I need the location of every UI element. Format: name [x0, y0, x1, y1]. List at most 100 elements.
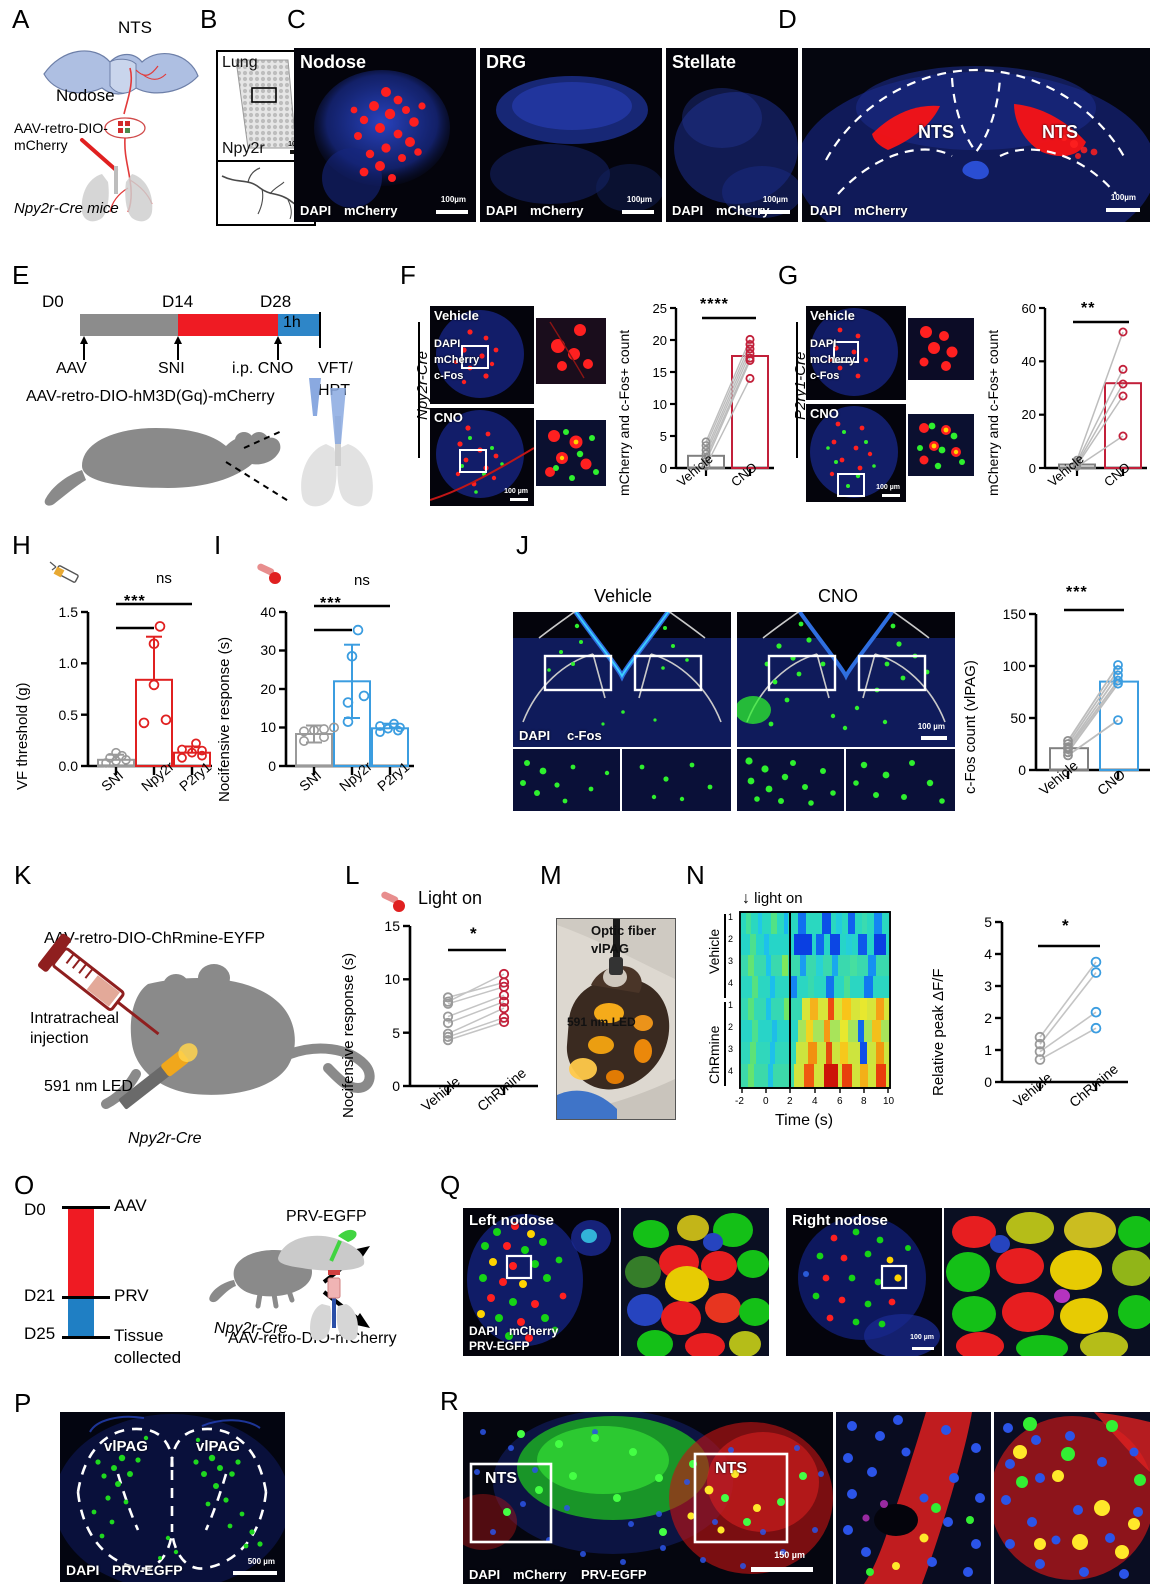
- panelF-chart: mCherry and c-Fos+ count 25 20 15 10 5 0: [616, 296, 776, 516]
- svg-text:0: 0: [984, 1074, 992, 1090]
- panelC-scalebar-text-2: 100µm: [762, 195, 788, 204]
- panelF-legend-dapi: DAPI: [434, 338, 461, 350]
- svg-text:20: 20: [1022, 407, 1036, 422]
- panelR-zoom-left-svg: [836, 1412, 991, 1584]
- panelJ-zoom-cno-left: [737, 749, 844, 811]
- panelE-event-arrows: [80, 336, 282, 360]
- panel-label-L: L: [345, 860, 360, 890]
- panelM-mouse-photo-svg: [557, 919, 675, 1119]
- panelF-image-vehicle: Vehicle DAPI mCherry c-Fos: [430, 306, 534, 404]
- panelG-significance: **: [1081, 300, 1096, 317]
- panel-label-F: F: [400, 260, 416, 290]
- panelJ-legend-cfos: c-Fos: [567, 728, 602, 743]
- panelN-xtick-2: 2: [787, 1096, 793, 1107]
- panelJ-vehicle-svg: [513, 612, 731, 747]
- panelQ-left-zoom-svg: [621, 1208, 769, 1356]
- panelQ-right-nodose-svg: [786, 1208, 942, 1356]
- panelK-mouse-label: Npy2r-Cre: [128, 1130, 202, 1147]
- panelO-vlpag-brain-icon: [272, 1229, 372, 1272]
- panelO-line-D25: [62, 1336, 110, 1339]
- von-frey-filament-icon: [49, 561, 84, 590]
- svg-text:5: 5: [984, 914, 992, 930]
- panel-label-K: K: [14, 860, 32, 890]
- panelR-scalebar: [751, 1567, 813, 1572]
- panel-label-P: P: [14, 1388, 32, 1418]
- panel-label-G: G: [778, 260, 799, 290]
- panelE-segment-1: [178, 314, 278, 336]
- panelN-xtick-8: 8: [861, 1096, 867, 1107]
- svg-text:0.5: 0.5: [59, 707, 79, 723]
- panelG-title-vehicle: Vehicle: [810, 308, 855, 323]
- panelO-segment-prv: [68, 1298, 94, 1338]
- panelN-scatter-svg: 5 4 3 2 1 0: [984, 914, 1128, 1091]
- panelO-tick-D21: D21: [24, 1286, 56, 1305]
- panelC-title-drg: DRG: [486, 52, 526, 72]
- panelC-legend-mcherry-1: mCherry: [530, 203, 584, 218]
- panelG-zoom-cno: [908, 414, 974, 476]
- panelQ-legend-mcherry: mCherry: [509, 1324, 559, 1338]
- panelR-zoom-left: [836, 1412, 991, 1584]
- panelF-zoom-cno: [536, 420, 606, 486]
- panelF-legend-mcherry: mCherry: [434, 354, 480, 366]
- panelQ-scalebar-text: 100 µm: [910, 1334, 934, 1341]
- panelP-image-vlpag: vlPAG vlPAG DAPI PRV-EGFP 500 µm: [60, 1412, 285, 1582]
- panelF-vehicle-zoom-svg: [536, 318, 606, 384]
- panelI-chart: Nocifensive response (s) 40 30 20 10 0: [216, 572, 416, 810]
- panelF-chart-svg: 25 20 15 10 5 0: [653, 301, 774, 476]
- panelE-tick-D28: D28: [260, 292, 292, 311]
- panel-label-A: A: [12, 4, 30, 34]
- panel-label-H: H: [12, 530, 31, 560]
- panelJ-image-cno: 100 µm: [737, 612, 955, 747]
- panelQ-legend-prv: PRV-EGFP: [469, 1339, 530, 1353]
- panelC-legend-dapi-1: DAPI: [486, 203, 518, 218]
- svg-text:4: 4: [984, 946, 992, 962]
- panelP-legend-prv: PRV-EGFP: [112, 1562, 183, 1578]
- panelR-zoom-right-svg: [994, 1412, 1150, 1584]
- panelK-mouse-injection-svg: [38, 933, 375, 1110]
- svg-text:5: 5: [660, 429, 667, 444]
- panelI-chart-svg: 40 30 20 10 0: [260, 604, 414, 775]
- svg-text:0: 0: [1018, 762, 1026, 778]
- panelR-legend-mcherry: mCherry: [513, 1567, 567, 1582]
- panelE-pipette-icon: [306, 378, 324, 416]
- panelQ-right-zoom-svg: [944, 1208, 1150, 1356]
- panelC-scalebar-1: [622, 210, 654, 214]
- panelF-legend-cfos: c-Fos: [434, 370, 464, 382]
- panel-label-C: C: [287, 4, 306, 34]
- panelO-lung-syringe-icon: [300, 1270, 370, 1342]
- stellate-fluorescence-svg: [666, 48, 798, 222]
- svg-text:15: 15: [384, 918, 400, 934]
- panelO-event-aav: AAV: [114, 1196, 147, 1215]
- panelN-row-c1: 1: [728, 1000, 734, 1010]
- panelC-scalebar-2: [760, 210, 790, 214]
- panelE-segment-label-1h: 1h: [283, 314, 301, 331]
- panelC-legend-mcherry-2: mCherry: [716, 203, 770, 218]
- panel-A-schematic: [24, 22, 209, 222]
- svg-text:25: 25: [653, 301, 667, 316]
- panelN-xtick-6: 6: [837, 1096, 843, 1107]
- panelF-title-vehicle: Vehicle: [434, 308, 479, 323]
- panelC-legend-dapi-0: DAPI: [300, 203, 332, 218]
- panelC-title-stellate: Stellate: [672, 52, 737, 72]
- panelO-mouse-label: Npy2r-Cre: [214, 1320, 288, 1337]
- panelE-mouse-lung-schematic: [30, 388, 400, 514]
- panelB-top-label: Lung: [222, 54, 258, 71]
- svg-text:10: 10: [384, 971, 400, 987]
- drg-fluorescence-svg: [480, 48, 662, 222]
- panelR-scalebar-text: 150 µm: [774, 1550, 805, 1560]
- panelC-scalebar-0: [436, 210, 468, 214]
- thermometer-icon-I: [254, 562, 284, 590]
- panelL-chart-svg: 15 10 5 0: [384, 918, 538, 1095]
- svg-text:30: 30: [260, 642, 276, 658]
- panelE-event-aav: AAV: [56, 360, 87, 377]
- panel-label-O: O: [14, 1170, 35, 1200]
- panelG-vehicle-svg: [806, 306, 906, 400]
- panelJ-zoom-cno-right: [846, 749, 955, 811]
- panelQ-scalebar: [912, 1347, 934, 1350]
- panelN-xtick--2: -2: [735, 1096, 744, 1107]
- panelG-vehicle-zoom-svg: [908, 318, 974, 380]
- panelM-led-label: 591 nm LED: [567, 1015, 636, 1029]
- panelJ-chart: c-Fos count (vlPAG) 150 100 50 0: [962, 584, 1152, 816]
- panelP-region-left: vlPAG: [104, 1438, 148, 1455]
- panelA-mouse-line: Npy2r-Cre mice: [14, 200, 119, 217]
